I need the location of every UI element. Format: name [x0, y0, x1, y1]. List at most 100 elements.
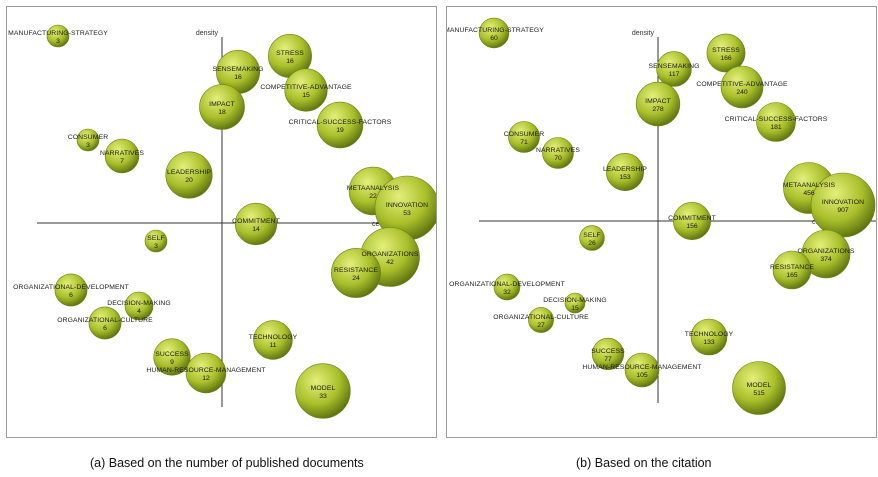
- theme-value: 33: [319, 393, 327, 400]
- theme-value: 12: [202, 375, 210, 382]
- theme-label: COMPETITIVE-ADVANTAGE: [696, 81, 788, 88]
- theme-label: COMMITMENT: [668, 215, 716, 222]
- theme-bubble[interactable]: [732, 361, 786, 415]
- theme-value: 3: [154, 243, 158, 250]
- theme-label: DECISION-MAKING: [107, 300, 170, 307]
- theme-bubble[interactable]: [316, 101, 364, 149]
- theme-value: 70: [554, 155, 562, 162]
- theme-value: 71: [520, 139, 528, 146]
- theme-value: 20: [185, 177, 193, 184]
- theme-label: COMPETITIVE-ADVANTAGE: [260, 84, 352, 91]
- caption-documents: (a) Based on the number of published doc…: [90, 456, 364, 470]
- theme-value: 278: [652, 106, 664, 113]
- theme-bubble[interactable]: [542, 137, 574, 169]
- caption-citation: (b) Based on the citation: [576, 456, 712, 470]
- theme-bubble[interactable]: [199, 84, 245, 130]
- theme-bubble[interactable]: [76, 128, 100, 152]
- theme-label: DECISION-MAKING: [543, 297, 606, 304]
- theme-bubble[interactable]: [234, 202, 278, 246]
- panel-citation-map: density ce MANUFACTURING-STRATEGY 60 SENSEMA…: [446, 6, 877, 438]
- theme-value: 11: [269, 342, 276, 349]
- theme-bubble[interactable]: [690, 318, 728, 356]
- theme-value: 7: [120, 158, 124, 165]
- theme-bubble[interactable]: [153, 338, 191, 376]
- theme-value: 16: [234, 74, 242, 81]
- theme-bubble[interactable]: [564, 292, 586, 314]
- theme-bubble[interactable]: [756, 102, 796, 142]
- theme-bubble[interactable]: [54, 273, 88, 307]
- theme-value: 27: [537, 322, 545, 329]
- theme-label: ORGANIZATIONAL-CULTURE: [493, 314, 589, 321]
- x-axis-label: ce: [372, 221, 380, 228]
- theme-label: NARRATIVES: [536, 147, 580, 154]
- theme-label: LEADERSHIP: [603, 166, 647, 173]
- theme-label: ORGANIZATIONS: [361, 251, 418, 258]
- theme-bubble[interactable]: [295, 363, 351, 419]
- theme-label: INNOVATION: [822, 199, 864, 206]
- theme-bubble[interactable]: [46, 24, 70, 48]
- y-axis-label: density: [632, 30, 655, 37]
- theme-bubble[interactable]: [104, 138, 140, 174]
- theme-bubble[interactable]: [656, 51, 692, 87]
- theme-label: INNOVATION: [386, 202, 428, 209]
- theme-value: 15: [571, 305, 579, 312]
- theme-bubble[interactable]: [673, 202, 712, 241]
- theme-bubble[interactable]: [606, 153, 645, 192]
- theme-label: HUMAN-RESOURCE-MANAGEMENT: [146, 367, 265, 374]
- theme-label: CRITICAL-SUCCESS-FACTORS: [725, 116, 828, 123]
- theme-label: ORGANIZATIONAL-DEVELOPMENT: [13, 284, 129, 291]
- theme-bubble[interactable]: [706, 33, 746, 73]
- theme-label: SENSEMAKING: [213, 66, 264, 73]
- theme-value: 907: [837, 207, 849, 214]
- theme-value: 153: [619, 174, 631, 181]
- theme-label: SUCCESS: [155, 351, 189, 358]
- theme-value: 133: [703, 339, 715, 346]
- theme-bubble[interactable]: [508, 121, 540, 153]
- theme-bubble[interactable]: [144, 229, 168, 253]
- theme-label: SENSEMAKING: [649, 63, 700, 70]
- theme-label: TECHNOLOGY: [685, 331, 734, 338]
- theme-value: 24: [352, 275, 360, 282]
- theme-label: NARRATIVES: [100, 150, 144, 157]
- theme-bubble[interactable]: [528, 307, 554, 333]
- theme-bubble[interactable]: [284, 68, 328, 112]
- theme-value: 374: [820, 256, 832, 263]
- theme-bubble[interactable]: [165, 151, 213, 199]
- theme-value: 105: [636, 372, 648, 379]
- theme-label: HUMAN-RESOURCE-MANAGEMENT: [582, 364, 701, 371]
- theme-bubble[interactable]: [579, 225, 605, 251]
- theme-bubble[interactable]: [185, 352, 227, 394]
- theme-value: 14: [252, 226, 260, 233]
- theme-label: CONSUMER: [68, 134, 108, 141]
- theme-bubble[interactable]: [772, 250, 812, 290]
- theme-value: 18: [218, 109, 226, 116]
- theme-bubble[interactable]: [88, 306, 122, 340]
- theme-bubble[interactable]: [253, 320, 293, 360]
- theme-bubble[interactable]: [591, 337, 625, 371]
- theme-value: 22: [369, 193, 377, 200]
- theme-bubble[interactable]: [635, 81, 681, 127]
- strategic-map-a: densityceMANUFACTURING-STRATEGY3SENSEMAK…: [8, 24, 436, 419]
- theme-value: 53: [403, 210, 411, 217]
- theme-value: 156: [686, 223, 698, 230]
- theme-bubble[interactable]: [124, 291, 154, 321]
- theme-label: METAANALYSIS: [347, 185, 400, 192]
- theme-value: 3: [56, 38, 60, 45]
- y-axis-label: density: [196, 30, 219, 37]
- theme-label: COMMITMENT: [232, 218, 280, 225]
- theme-bubble[interactable]: [493, 273, 521, 301]
- theme-value: 165: [786, 272, 798, 279]
- theme-bubble[interactable]: [331, 248, 381, 298]
- theme-bubble[interactable]: [624, 352, 660, 388]
- theme-label: CRITICAL-SUCCESS-FACTORS: [289, 119, 392, 126]
- theme-label: MODEL: [747, 382, 772, 389]
- theme-value: 240: [736, 89, 748, 96]
- theme-value: 16: [286, 58, 294, 65]
- theme-value: 181: [770, 124, 782, 131]
- theme-bubble[interactable]: [478, 17, 510, 49]
- theme-label: TECHNOLOGY: [249, 334, 298, 341]
- theme-value: 19: [336, 127, 344, 134]
- theme-value: 60: [490, 35, 498, 42]
- theme-bubble[interactable]: [720, 65, 764, 109]
- theme-label: MODEL: [311, 385, 336, 392]
